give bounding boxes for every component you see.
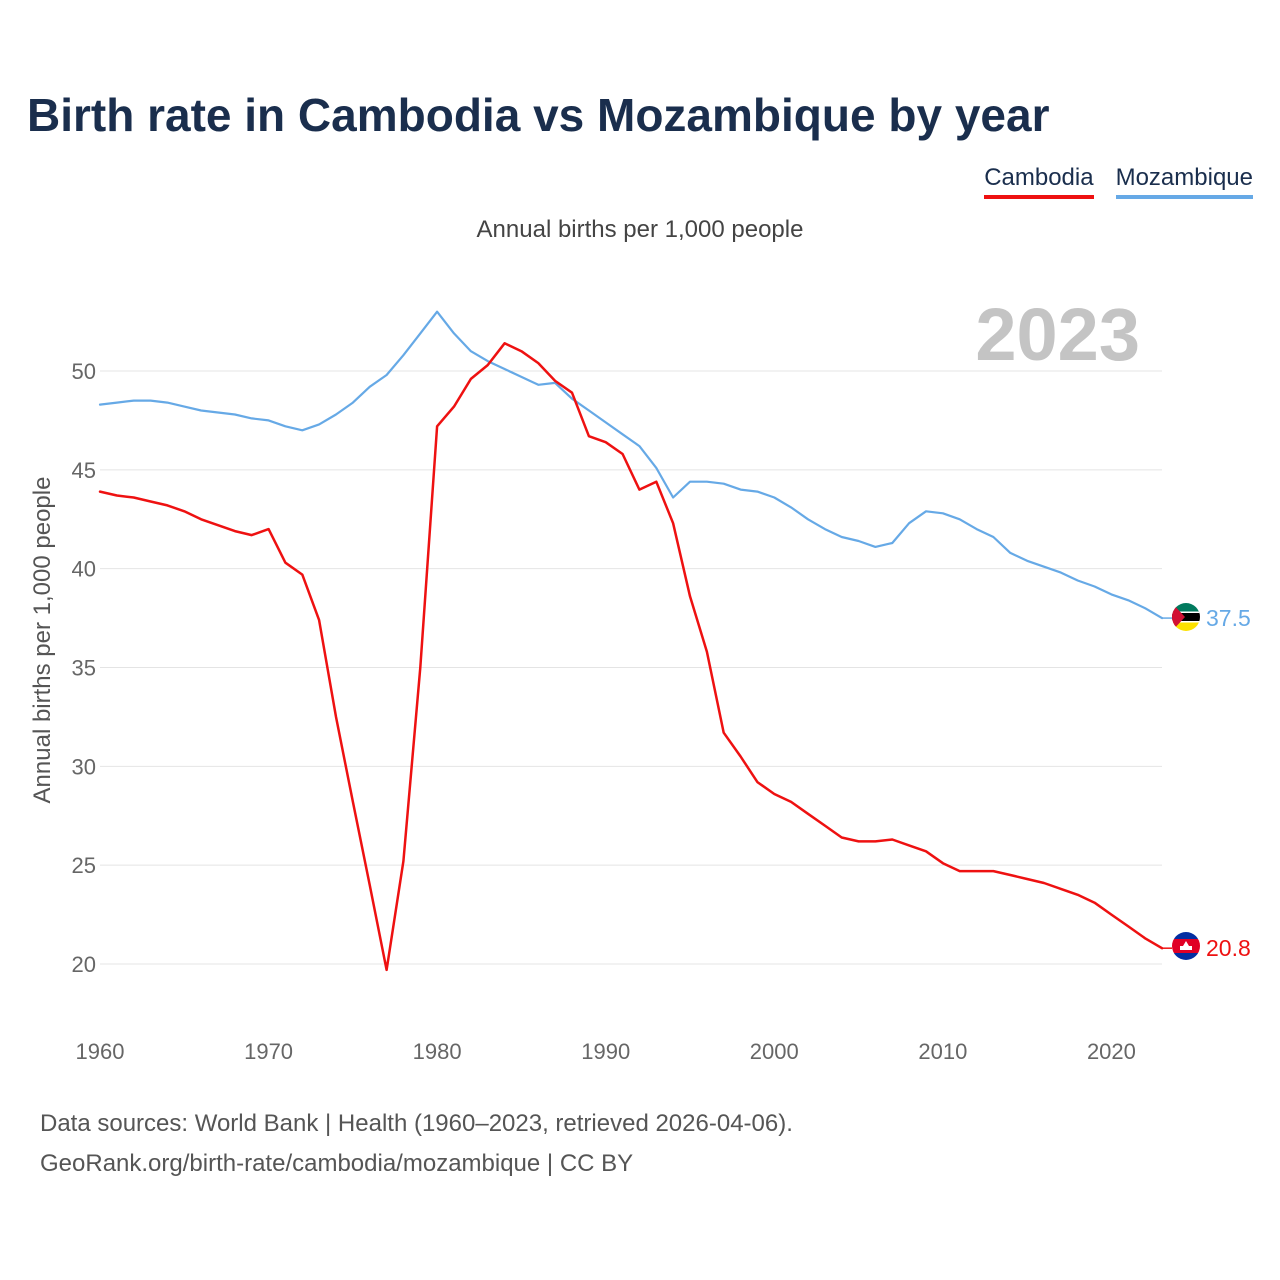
legend-item-cambodia[interactable]: Cambodia [984,164,1094,199]
y-tick-label: 40 [72,557,96,582]
x-tick-label: 1970 [244,1039,293,1064]
mozambique-flag-icon [1172,603,1200,631]
y-tick-label: 45 [72,458,96,483]
x-tick-label: 1980 [413,1039,462,1064]
legend: Cambodia Mozambique [984,164,1253,199]
x-tick-label: 1960 [76,1039,125,1064]
x-tick-label: 2020 [1087,1039,1136,1064]
y-tick-label: 50 [72,359,96,384]
chart-title: Birth rate in Cambodia vs Mozambique by … [27,89,1050,141]
footer-attribution: GeoRank.org/birth-rate/cambodia/mozambiq… [40,1150,634,1177]
y-axis-title: Annual births per 1,000 people [29,477,56,804]
x-tick-label: 2000 [750,1039,799,1064]
y-tick-label: 20 [72,952,96,977]
x-tick-label: 2010 [918,1039,967,1064]
y-tick-label: 30 [72,754,96,779]
x-tick-label: 1990 [581,1039,630,1064]
end-value-label-mozambique: 37.5 [1206,605,1251,631]
footer-sources: Data sources: World Bank | Health (1960–… [40,1110,793,1137]
end-value-label-cambodia: 20.8 [1206,935,1251,961]
series-line-cambodia[interactable] [98,342,1164,972]
y-tick-label: 35 [72,656,96,681]
y-tick-label: 25 [72,853,96,878]
series-line-mozambique[interactable] [98,310,1164,620]
chart-subtitle: Annual births per 1,000 people [476,216,804,243]
footer: Data sources: World Bank | Health (1960–… [40,1104,793,1184]
cambodia-flag-icon [1172,932,1200,960]
year-watermark: 2023 [975,293,1140,376]
legend-item-mozambique[interactable]: Mozambique [1115,164,1253,199]
